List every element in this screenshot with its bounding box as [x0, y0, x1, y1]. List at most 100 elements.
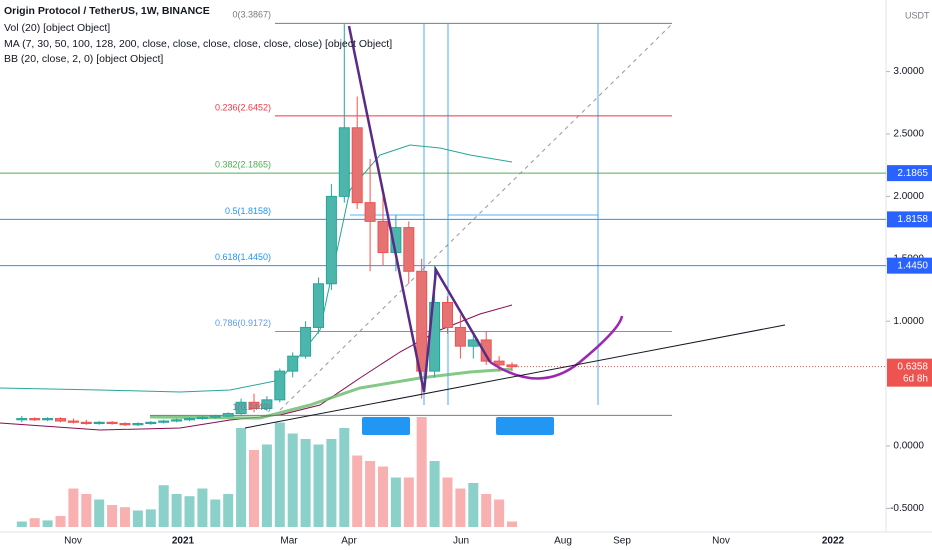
- fib-label: 0.236(2.6452): [215, 102, 271, 112]
- candle-body: [67, 420, 79, 423]
- price-tag-label: 1.4450: [897, 260, 928, 271]
- symbol-title: Origin Protocol / TetherUS, 1W, BINANCE: [4, 5, 210, 17]
- y-tick-label: -0.5000: [890, 503, 924, 514]
- volume-bar: [390, 477, 401, 527]
- candle-body: [42, 418, 54, 421]
- x-tick-label: Aug: [554, 536, 572, 547]
- candle-body: [338, 127, 350, 197]
- fib-label: 0.382(2.1865): [215, 159, 271, 169]
- candle-body: [132, 423, 144, 426]
- fib-diagonal: [279, 23, 673, 411]
- candle-body: [480, 339, 492, 362]
- drawings-under: [0, 22, 886, 527]
- volume-bar: [300, 439, 311, 527]
- volume-bar: [184, 496, 195, 527]
- candle-body: [16, 418, 28, 421]
- candle-body: [119, 423, 131, 426]
- candle-body: [493, 360, 505, 366]
- indicator: MA (7, 30, 50, 100, 128, 200, close, clo…: [4, 38, 392, 50]
- volume-bar: [507, 521, 517, 527]
- volume-bar: [468, 483, 479, 527]
- candle-body: [145, 421, 157, 425]
- candle-body: [106, 421, 118, 425]
- volume-bar: [274, 422, 285, 527]
- volume-bar: [261, 444, 272, 527]
- volume-bar: [68, 488, 79, 527]
- volume-bar: [481, 494, 492, 527]
- countdown: 6d 8h: [903, 373, 928, 384]
- global-trend-line: [244, 324, 786, 429]
- candle-body: [184, 418, 195, 421]
- volume-bar: [429, 461, 440, 527]
- volume-bar: [365, 461, 376, 527]
- volume-bar: [42, 520, 53, 527]
- volume-bar: [107, 505, 118, 527]
- price-tag: [887, 211, 932, 228]
- candle-body: [364, 202, 376, 222]
- fib-label: 1(0.2449): [232, 402, 271, 412]
- volume-bar: [223, 494, 234, 527]
- candle-body: [171, 419, 183, 422]
- x-tick-label: Jun: [453, 536, 469, 547]
- candle-body: [287, 355, 299, 372]
- volume-bar: [416, 417, 427, 527]
- candle-body: [235, 401, 247, 415]
- y-tick-label: 2.5000: [893, 129, 924, 140]
- fib-label: 0.786(0.9172): [215, 318, 271, 328]
- currency: USDT: [905, 10, 930, 20]
- x-tick-label: Nov: [64, 536, 82, 547]
- y-tick-label: 3.0000: [893, 66, 924, 77]
- fib-label: 0(3.3867): [232, 10, 271, 20]
- indicator: BB (20, close, 2, 0) [object Object]: [4, 53, 163, 65]
- candle-body: [261, 399, 273, 410]
- volume-bar: [236, 428, 247, 527]
- y-tick-label: 0.0000: [893, 441, 924, 452]
- candle-body: [416, 270, 428, 372]
- candle-body: [274, 370, 286, 401]
- volume-bar: [16, 521, 27, 527]
- price-tag: [887, 165, 932, 182]
- price-tag-label: 2.1865: [897, 168, 928, 179]
- volume-bar: [94, 499, 105, 527]
- volume-bar: [29, 518, 40, 527]
- y-tick-label: 1.0000: [893, 316, 924, 327]
- indicator: Vol (20) [object Object]: [4, 22, 110, 34]
- candles: [16, 24, 518, 427]
- x-tick-label: Sep: [613, 536, 631, 547]
- range-label-box: [362, 417, 410, 435]
- candle-body: [222, 413, 234, 417]
- range-label-box: [496, 417, 554, 435]
- volume-bar: [132, 510, 143, 527]
- drawings-over: 0(3.3867) 0.236(2.6452) 0.382(2.1865) 0.5(1…: [215, 10, 786, 435]
- y-tick-label: 2.0000: [893, 191, 924, 202]
- volume-bar: [249, 450, 259, 527]
- volume-bar: [313, 444, 324, 527]
- volume-bar: [120, 507, 130, 527]
- candle-body: [442, 301, 453, 328]
- volume-bar: [81, 494, 92, 527]
- x-tick-label: 2022: [822, 536, 845, 547]
- price-tag: [887, 358, 932, 387]
- bb-lower: [0, 304, 513, 431]
- candle-body: [55, 418, 66, 422]
- candle-body: [196, 416, 208, 420]
- candle-body: [403, 227, 415, 272]
- candle-body: [454, 326, 466, 347]
- eve-curve: [489, 315, 624, 380]
- candle-body: [325, 195, 337, 285]
- candle-body: [351, 127, 363, 204]
- volume-bar: [197, 488, 208, 527]
- volume-bar: [352, 455, 363, 527]
- volume-bar: [158, 485, 169, 527]
- price-tag: [887, 257, 932, 274]
- volume-bar: [171, 494, 182, 527]
- fib-label: 0.5(1.8158): [225, 206, 271, 216]
- volume-bar: [378, 466, 388, 527]
- candle-body: [313, 283, 324, 328]
- volume-bar: [287, 433, 298, 527]
- candle-body: [300, 326, 312, 357]
- price-tag-label: 1.8158: [897, 214, 928, 225]
- volume-bar: [403, 477, 414, 527]
- legend: Origin Protocol / TetherUS, 1W, BINANCE …: [4, 5, 392, 65]
